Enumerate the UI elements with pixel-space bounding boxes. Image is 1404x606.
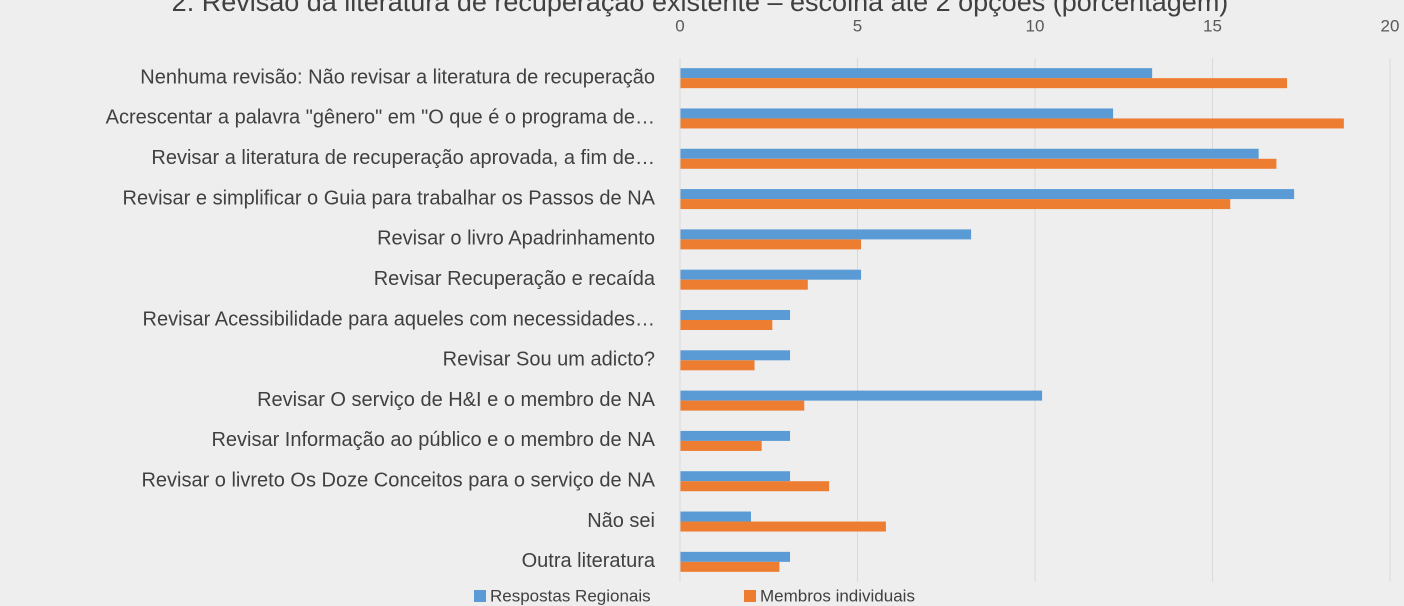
chart-title: 2. Revisão da literatura de recuperação … [172,0,1229,17]
bar [680,551,791,562]
bar [680,561,780,572]
bar [680,440,762,451]
bar [680,279,808,290]
legend-label: Membros individuais [760,586,915,605]
y-tick-label: Revisar e simplificar o Guia para trabal… [123,187,656,209]
x-tick-label: 0 [675,16,684,35]
y-tick-label: Revisar O serviço de H&I e o membro de N… [257,389,656,411]
bar [680,320,773,330]
x-tick-label: 5 [853,16,862,35]
bar [680,350,791,361]
bar [680,481,830,492]
bar [680,239,862,250]
bar [680,118,1344,129]
bar [680,521,886,532]
bar [680,108,1114,119]
bar [680,189,1295,200]
bar [680,400,805,411]
y-tick-label: Revisar Recuperação e recaída [374,268,656,290]
legend-swatch [474,590,486,602]
y-tick-label: Revisar o livreto Os Doze Conceitos para… [141,470,655,492]
y-tick-label: Revisar a literatura de recuperação apro… [151,147,655,169]
bar [680,471,791,482]
bar [680,430,791,441]
x-tick-label: 10 [1026,16,1045,35]
y-tick-label: Não sei [587,510,655,532]
legend-label: Respostas Regionais [490,586,651,605]
bar [680,199,1231,210]
x-tick-label: 20 [1381,16,1400,35]
bar [680,229,972,240]
y-tick-label: Revisar o livro Apadrinhamento [377,228,655,250]
y-tick-label: Outra literatura [522,550,656,572]
y-tick-label: Acrescentar a palavra "gênero" em "O que… [106,107,655,129]
bar [680,390,1043,401]
bar [680,148,1259,159]
y-tick-label: Revisar Sou um adicto? [443,349,655,371]
x-tick-label: 15 [1203,16,1222,35]
y-tick-label: Revisar Acessibilidade para aqueles com … [143,308,656,330]
y-tick-label: Nenhuma revisão: Não revisar a literatur… [140,66,655,88]
bar [680,269,862,280]
bar [680,68,1153,79]
bar [680,158,1277,169]
legend-swatch [744,590,756,602]
bar [680,310,791,320]
bar [680,511,751,522]
bar [680,360,755,371]
bar [680,78,1288,89]
y-tick-label: Revisar Informação ao público e o membro… [211,429,655,451]
